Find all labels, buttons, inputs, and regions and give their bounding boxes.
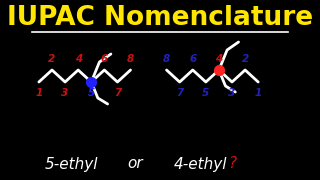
Text: 5: 5 <box>202 88 210 98</box>
Text: 4: 4 <box>75 54 82 64</box>
Text: or: or <box>128 156 143 172</box>
Text: 5: 5 <box>88 88 95 98</box>
Text: 6: 6 <box>101 54 108 64</box>
Text: 8: 8 <box>127 54 134 64</box>
Text: 5-ethyl: 5-ethyl <box>45 156 98 172</box>
Text: 7: 7 <box>176 88 183 98</box>
Text: 1: 1 <box>35 88 43 98</box>
Text: 3: 3 <box>228 88 236 98</box>
Text: 6: 6 <box>189 54 196 64</box>
Text: 4-ethyl: 4-ethyl <box>174 156 228 172</box>
Text: 3: 3 <box>61 88 69 98</box>
Text: 4: 4 <box>215 54 222 64</box>
Text: 7: 7 <box>114 88 121 98</box>
Text: 1: 1 <box>255 88 262 98</box>
Text: IUPAC Nomenclature: IUPAC Nomenclature <box>7 5 313 31</box>
Text: 2: 2 <box>48 54 56 64</box>
Text: 2: 2 <box>242 54 249 64</box>
Text: 8: 8 <box>163 54 170 64</box>
Text: ?: ? <box>228 156 236 172</box>
